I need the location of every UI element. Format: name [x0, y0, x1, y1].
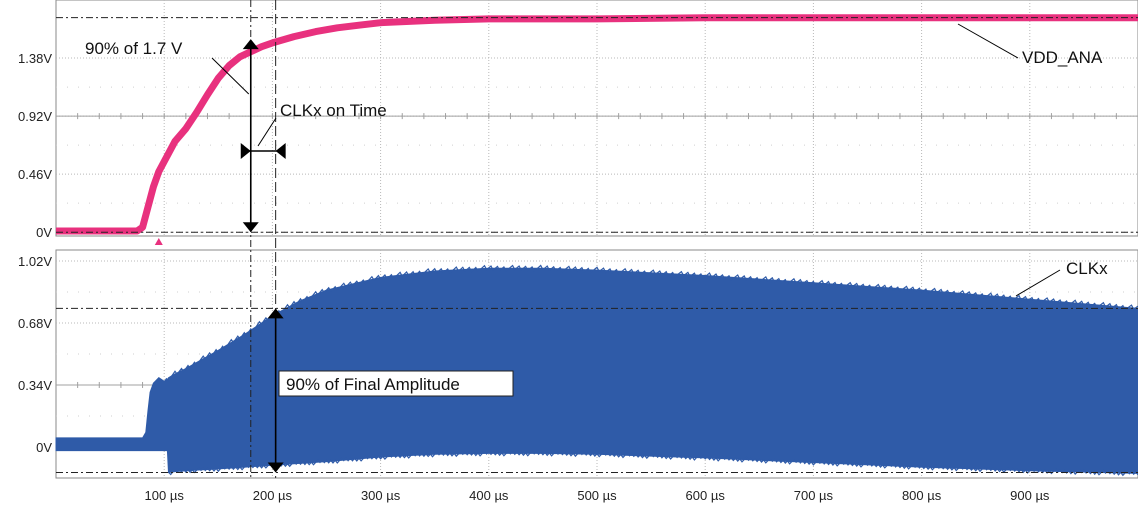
arrow-up-icon	[267, 308, 284, 319]
annotation-leader	[257, 117, 277, 147]
x-tick-label: 100 µs	[145, 488, 185, 503]
annotations: 90% of 1.7 V CLKx on Time VDD_ANA 90% of Fi…	[85, 23, 1108, 397]
x-tick-label: 800 µs	[902, 488, 942, 503]
reference-lines	[56, 0, 1138, 478]
x-tick-label: 200 µs	[253, 488, 293, 503]
y-tick-label: 0.34V	[18, 378, 52, 393]
annotation-clkx-label: CLKx	[1066, 259, 1108, 278]
arrow-down-icon	[242, 222, 259, 233]
y-tick-label: 0.92V	[18, 109, 52, 124]
arrow-down-icon	[267, 462, 284, 473]
x-tick-label: 700 µs	[794, 488, 834, 503]
y-tick-label: 0.68V	[18, 316, 52, 331]
clkx-envelope	[55, 267, 1138, 474]
vdd-ana-trace	[56, 14, 1138, 245]
annotation-leader	[957, 23, 1019, 59]
clkx-noise-edge-lower	[168, 450, 1138, 477]
annotation-leader	[211, 57, 250, 95]
x-tick-label: 400 µs	[469, 488, 509, 503]
y-tick-label: 1.38V	[18, 51, 52, 66]
annotation-box	[278, 370, 514, 397]
annotation-vdd-ana-label: VDD_ANA	[1022, 48, 1103, 67]
x-tick-label: 900 µs	[1010, 488, 1050, 503]
trigger-marker-icon	[154, 238, 163, 245]
arrow-left-icon	[275, 143, 286, 159]
annotation-90-percent-amplitude: 90% of Final Amplitude	[286, 375, 460, 394]
vdd-ana-line	[56, 14, 1138, 235]
x-tick-label: 600 µs	[686, 488, 726, 503]
y-tick-label: 0V	[36, 225, 52, 240]
annotation-leader	[1015, 269, 1061, 297]
clkx-trace	[55, 264, 1138, 477]
clkx-noise-edge	[163, 264, 1138, 383]
x-tick-label: 500 µs	[577, 488, 617, 503]
arrow-up-icon	[242, 39, 259, 50]
annotation-90-percent-vdd: 90% of 1.7 V	[85, 39, 183, 58]
tick-labels: 0V 0.46V 0.92V 1.38V 0V 0.34V 0.68V 1.02V 100 µs…	[18, 51, 1050, 503]
arrow-right-icon	[240, 143, 251, 159]
annotation-clk-on-time: CLKx on Time	[280, 101, 387, 120]
y-tick-label: 1.02V	[18, 254, 52, 269]
y-tick-label: 0.46V	[18, 167, 52, 182]
y-tick-label: 0V	[36, 440, 52, 455]
x-tick-label: 300 µs	[361, 488, 401, 503]
